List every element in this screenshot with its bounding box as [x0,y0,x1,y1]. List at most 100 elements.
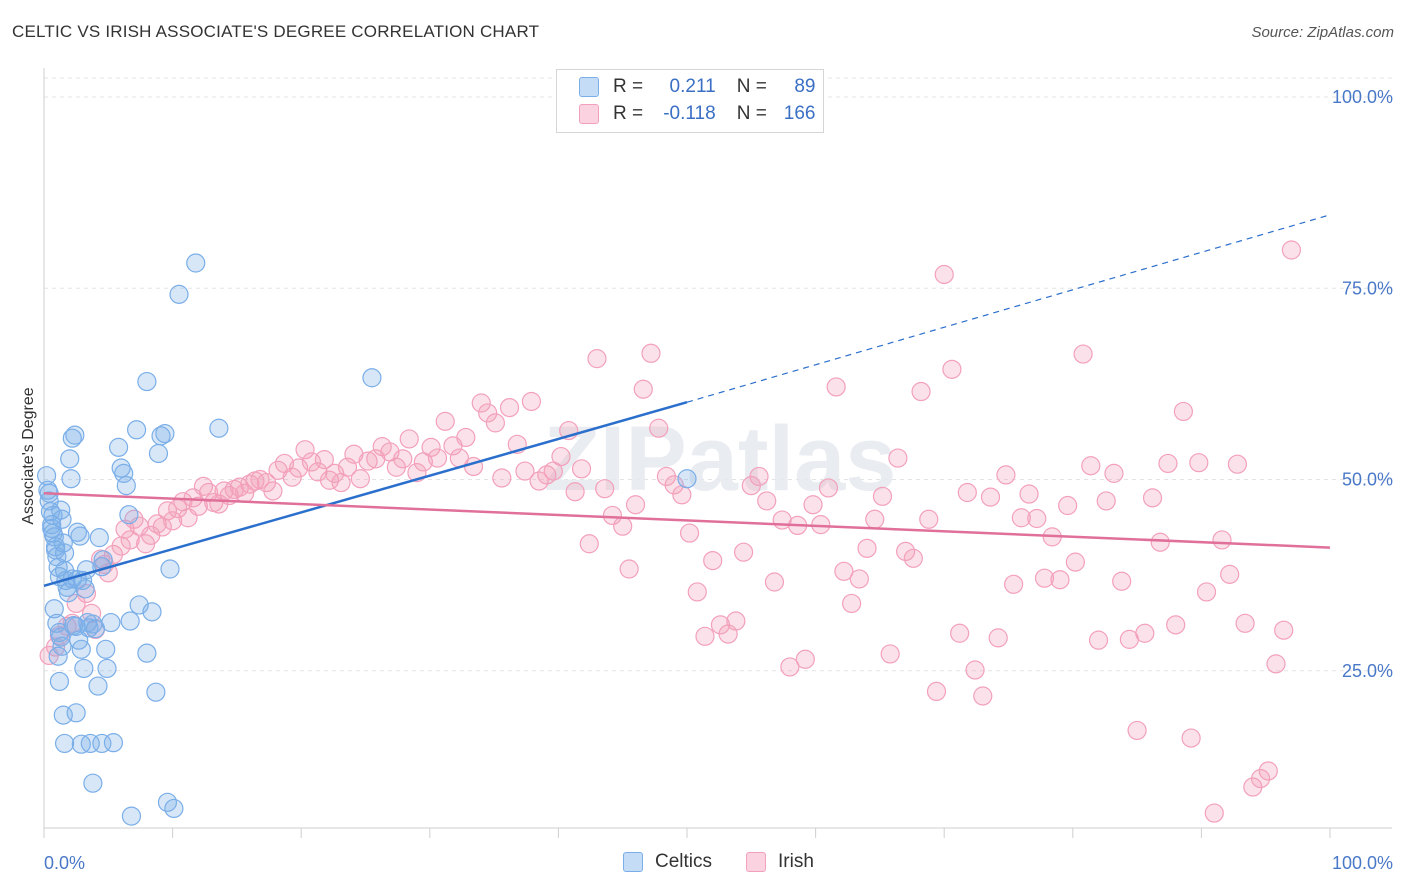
irish-point [842,593,862,614]
irish-point [695,626,715,646]
y-tick-label: 100.0% [1332,87,1393,107]
celtics-point [121,806,142,826]
irish-point [733,542,754,562]
irish-point [1173,401,1193,422]
irish-point [421,437,441,457]
irish-point [1135,623,1155,643]
legend-row-celtics: R = 0.211 N = 89 [579,76,815,98]
irish-point [1019,484,1039,504]
irish-point [857,538,877,558]
legend-swatch-irish [579,104,599,124]
irish-point [565,482,585,502]
irish-point [1220,564,1240,584]
legend-item-celtics[interactable]: Celtics [623,851,712,873]
irish-point [1158,453,1178,474]
irish-point [1227,454,1248,474]
irish-point [350,469,370,489]
celtics-point [66,703,86,723]
irish-point [587,349,607,369]
irish-point [726,611,746,631]
celtics-point [126,420,147,440]
irish-point [1073,344,1093,364]
celtics-point [209,418,229,438]
irish-point [888,448,908,468]
irish-point [1142,488,1163,508]
irish-point [957,482,977,503]
irish-point [427,448,448,468]
irish-point [988,628,1008,648]
r-value: -0.118 [663,103,716,124]
y-tick-labels: 25.0% 50.0% 75.0% 100.0% [1332,87,1393,681]
irish-point [1065,552,1085,572]
irish-point [919,509,939,529]
irish-point [1212,530,1232,550]
irish-point [1088,630,1109,650]
celtics-point [120,611,140,631]
irish-point [1196,582,1217,602]
trend-lines [43,214,1331,588]
celtics-point [137,371,157,392]
irish-point [1204,803,1224,823]
irish-point [1281,240,1302,260]
irish-point [749,466,769,487]
celtics-point [71,639,91,659]
irish-point [1027,508,1047,529]
celtics-point [48,646,68,666]
irish-point [818,478,839,498]
irish-point [865,509,885,529]
irish-point [973,686,993,706]
irish-point [1166,615,1186,635]
irish-point [478,403,498,423]
celtics-point [44,599,64,619]
irish-point [358,451,378,471]
irish-point [1058,495,1078,516]
irish-point [435,411,455,431]
axes [43,68,1392,829]
irish-point [619,559,639,579]
celtics-point [49,671,70,692]
irish-point [703,550,723,571]
irish-point [903,548,923,568]
celtics-point [677,469,697,489]
irish-point [950,623,970,643]
r-label: R = [613,76,644,97]
irish-point [471,393,491,413]
n-label: N = [736,76,767,97]
irish-point [872,486,893,506]
y-tick-label: 25.0% [1342,661,1393,681]
celtics-point [92,733,112,754]
x-tick-marks [43,828,1331,838]
watermark: ZIPatlas [544,408,897,510]
irish-point [579,534,599,554]
irish-point [163,511,183,531]
celtics-point [88,676,108,696]
irish-point [679,523,700,543]
irish-point [1011,508,1031,528]
irish-point [633,379,653,399]
celtics-point [101,612,121,633]
irish-point [188,496,208,516]
celtics-point [43,505,63,526]
irish-point [942,359,962,379]
celtics-point [169,284,189,304]
irish-point [613,516,633,536]
legend-item-irish[interactable]: Irish [746,851,814,873]
irish-point [1127,720,1147,741]
irish-point [595,479,615,499]
irish-point [492,468,512,488]
legend-row-irish: R = -0.118 N = 166 [579,103,815,125]
irish-point [1150,532,1170,552]
celtics-point [52,636,72,656]
celtics-point [148,443,169,464]
irish-point [1235,613,1255,633]
x-tick-label: 0.0% [44,853,85,873]
irish-point [803,495,823,515]
irish-point [193,476,214,496]
irish-point [780,657,800,677]
irish-point [295,440,315,460]
celtics-point [83,773,103,793]
irish-point [147,514,167,534]
celtics-point [96,639,116,659]
legend-label-irish: Irish [778,851,814,872]
celtics-point [155,424,175,444]
